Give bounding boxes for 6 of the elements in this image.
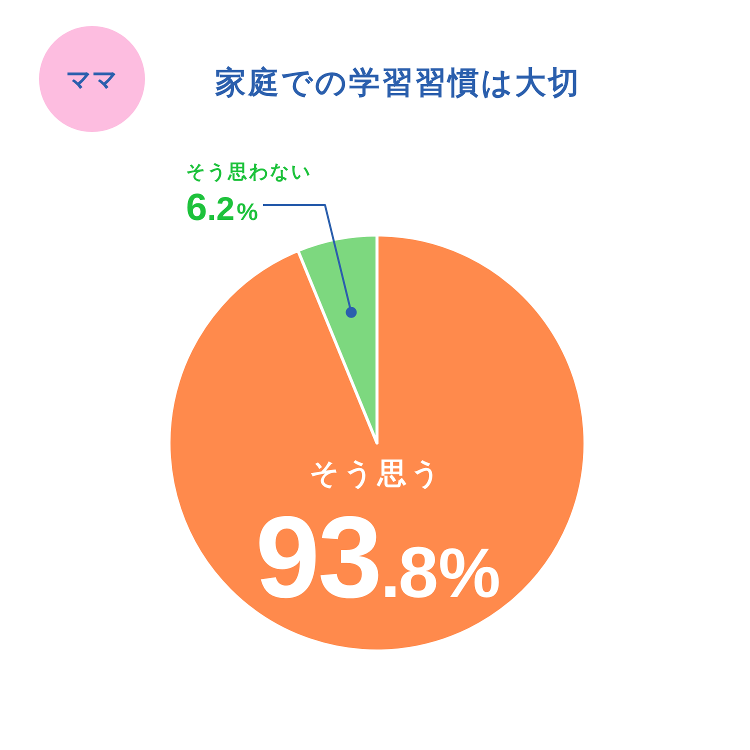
slice-label: そう思う bbox=[310, 456, 444, 490]
slice-label: そう思わない bbox=[186, 161, 312, 183]
chart-title: 家庭での学習習慣は大切 bbox=[215, 65, 581, 101]
badge: ママ bbox=[39, 26, 145, 132]
data-label: 6.2% bbox=[186, 187, 258, 229]
data-label: 93.8% bbox=[255, 492, 500, 622]
